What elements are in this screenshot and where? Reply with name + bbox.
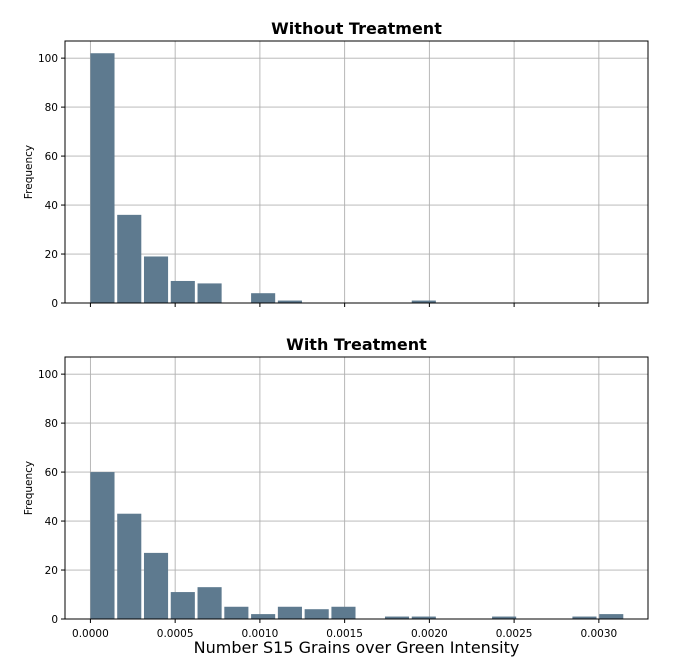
bottom-xtick-label: 0.0020	[411, 628, 448, 640]
top-ytick-label: 60	[45, 151, 58, 163]
top-ytick-label: 80	[45, 102, 58, 114]
top-histogram-bar	[143, 256, 169, 303]
bottom-histogram-bar	[599, 614, 624, 619]
bottom-axes-frame	[64, 356, 649, 620]
top-panel-title: Without Treatment	[271, 19, 442, 38]
bottom-ytick-label: 40	[45, 516, 58, 528]
top-histogram-bar	[117, 214, 142, 303]
bottom-ytick-label: 100	[38, 369, 58, 381]
bottom-xtick-label: 0.0030	[580, 628, 617, 640]
bottom-histogram-bar	[411, 616, 436, 619]
top-histogram-bar	[411, 300, 436, 303]
bottom-histogram-bar	[251, 614, 276, 619]
bottom-histogram-bar	[384, 616, 410, 619]
top-ytick-label: 20	[45, 249, 58, 261]
bottom-ytick-label: 60	[45, 467, 58, 479]
bottom-xtick-label: 0.0015	[326, 628, 363, 640]
bottom-histogram-bar	[224, 606, 249, 619]
top-ytick-label: 100	[38, 53, 58, 65]
bottom-panel-xlabel: Number S15 Grains over Green Intensity	[194, 638, 520, 657]
bottom-histogram-bar	[197, 587, 222, 619]
top-histogram-bar	[277, 300, 302, 303]
bottom-histogram-bar	[90, 472, 115, 619]
bottom-histogram-bar	[492, 616, 517, 619]
bottom-xtick-label: 0.0000	[72, 628, 109, 640]
top-axes-frame	[64, 40, 649, 304]
bottom-ytick-label: 80	[45, 418, 58, 430]
bottom-histogram-panel: With Treatment Frequency Number S15 Grai…	[23, 335, 649, 657]
bottom-histogram-bar	[277, 606, 302, 619]
top-histogram-bar	[170, 280, 195, 303]
bottom-histogram-bar	[572, 616, 597, 619]
bottom-histogram-bar	[117, 513, 142, 619]
bottom-xtick-label: 0.0010	[242, 628, 279, 640]
bottom-histogram-bar	[170, 592, 195, 619]
bottom-xtick-label: 0.0025	[496, 628, 533, 640]
top-histogram-bar	[90, 53, 115, 303]
bottom-ytick-label: 20	[45, 565, 58, 577]
top-panel-ylabel: Frequency	[23, 145, 35, 199]
top-ytick-label: 0	[51, 298, 58, 310]
top-ytick-label: 40	[45, 200, 58, 212]
bottom-histogram-bar	[331, 606, 356, 619]
bottom-histogram-bar	[143, 552, 169, 619]
bottom-xtick-label: 0.0005	[157, 628, 194, 640]
bottom-panel-title: With Treatment	[286, 335, 427, 354]
bottom-panel-ylabel: Frequency	[23, 461, 35, 515]
top-histogram-panel: Without Treatment Frequency 0 20 40 60 80 100	[23, 19, 649, 310]
top-histogram-bar	[197, 283, 222, 303]
top-histogram-bar	[251, 293, 276, 303]
bottom-histogram-bar	[304, 609, 329, 619]
bottom-ytick-label: 0	[51, 614, 58, 626]
